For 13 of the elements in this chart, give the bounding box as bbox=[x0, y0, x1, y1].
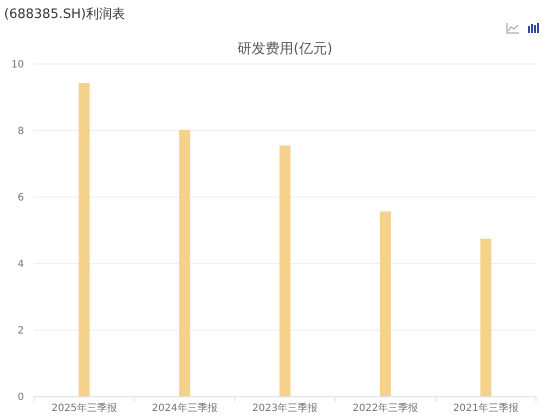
y-tick-label: 4 bbox=[18, 259, 24, 270]
x-tick-label: 2021年三季报 bbox=[453, 402, 519, 414]
y-tick-label: 0 bbox=[18, 392, 24, 404]
x-tick-label: 2022年三季报 bbox=[352, 402, 418, 414]
y-tick-label: 10 bbox=[11, 60, 24, 70]
x-tick-label: 2023年三季报 bbox=[252, 402, 318, 414]
x-tick-label: 2025年三季报 bbox=[51, 402, 117, 414]
text: (688385.SH)利润表 bbox=[4, 7, 125, 22]
chart-title: 研发费用(亿元) bbox=[238, 41, 332, 57]
x-tick-label: 2024年三季报 bbox=[152, 402, 218, 414]
y-tick-label: 2 bbox=[18, 326, 24, 337]
y-tick-label: 8 bbox=[18, 126, 24, 138]
y-tick-label: 6 bbox=[18, 192, 24, 204]
